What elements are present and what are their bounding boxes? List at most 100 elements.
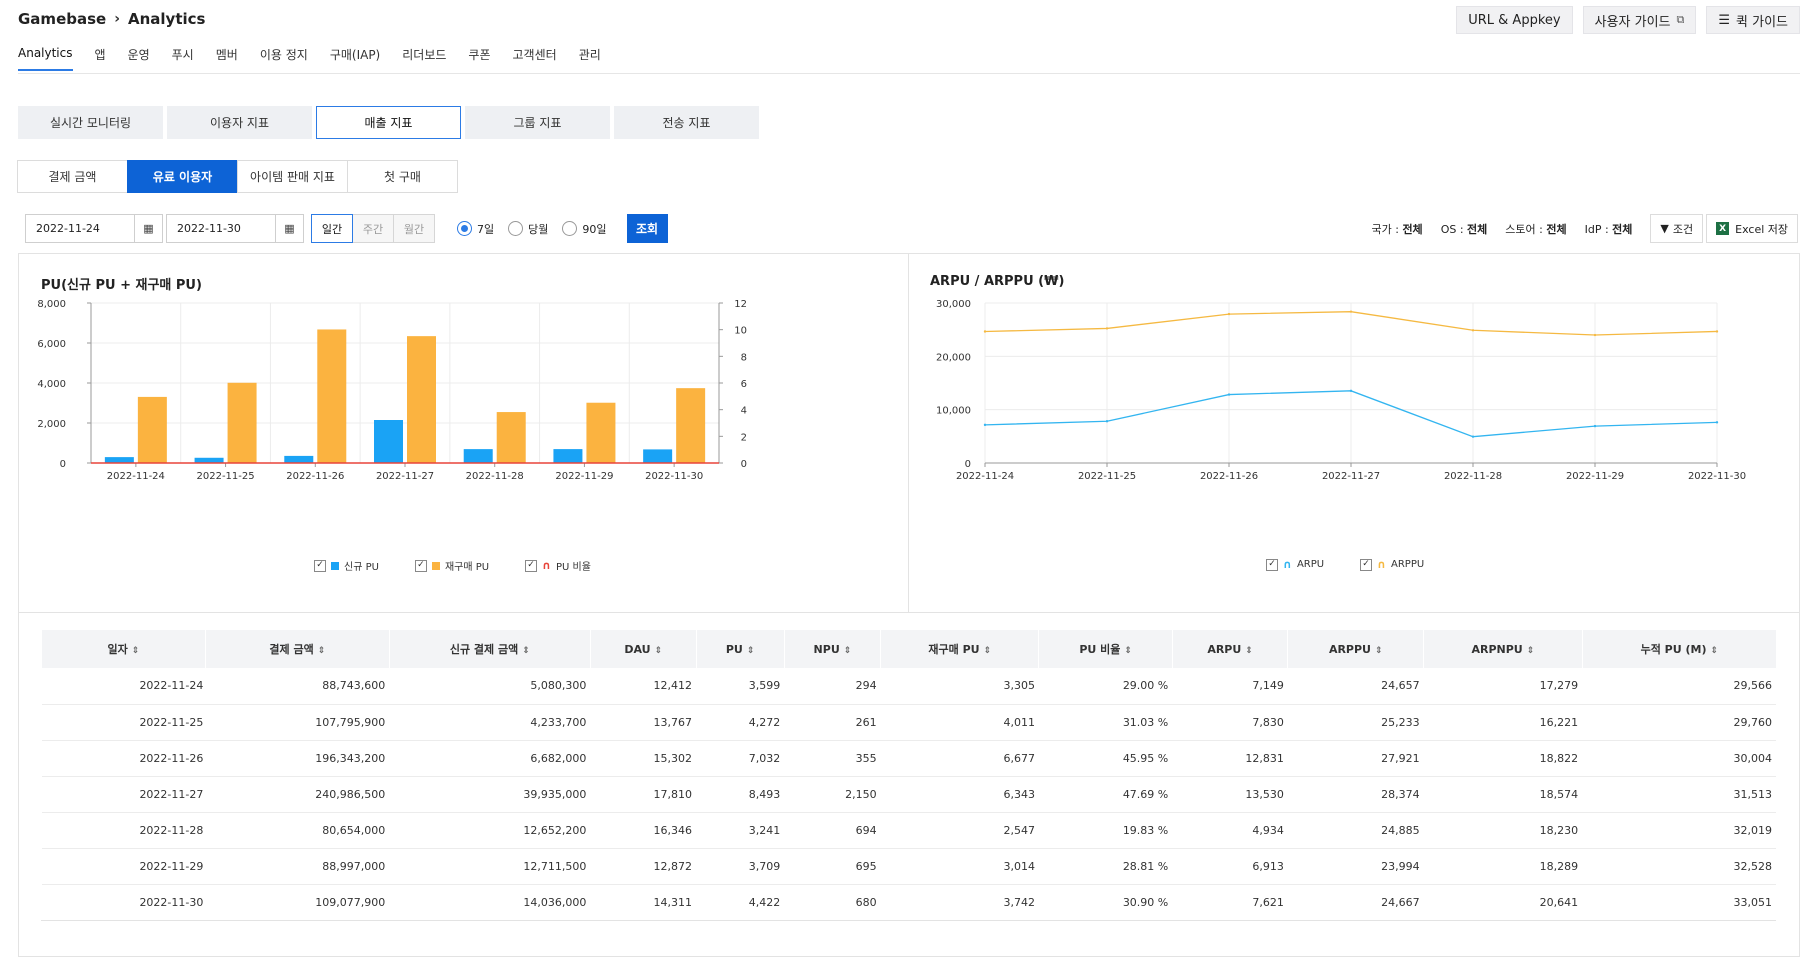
table-cell: 4,934 [1172,812,1288,849]
user-guide-button[interactable]: 사용자 가이드 ⧉ [1582,6,1697,34]
point-arpu [1105,420,1109,423]
secondary-tabs: 결제 금액 유료 이용자 아이템 판매 지표 첫 구매 [17,160,458,193]
column-header[interactable]: 결제 금액 ⇕ [204,630,390,668]
menu-iap[interactable]: 구매(IAP) [329,48,381,62]
column-header[interactable]: DAU ⇕ [589,630,697,668]
sort-icon[interactable]: ⇕ [983,646,992,656]
x-tick-label: 2022-11-26 [286,471,344,482]
table-cell: 4,272 [696,704,785,741]
table-cell: 29.00 % [1038,668,1173,705]
column-header[interactable]: ARPU ⇕ [1171,630,1288,668]
column-header[interactable]: ARPPU ⇕ [1287,630,1424,668]
quick-guide-button[interactable]: ☰ 퀵 가이드 [1706,6,1800,34]
sort-icon[interactable]: ⇕ [746,645,755,656]
tab-first-purchase[interactable]: 첫 구매 [347,160,458,193]
tab-payment-amount[interactable]: 결제 금액 [17,160,128,193]
tab-user-metrics[interactable]: 이용자 지표 [167,106,312,139]
column-header[interactable]: 일자 ⇕ [41,630,206,668]
menu-analytics[interactable]: Analytics [18,46,73,71]
sort-icon[interactable]: ⇕ [1124,646,1132,656]
sort-icon[interactable]: ⇕ [131,646,140,656]
column-header[interactable]: PU ⇕ [695,630,785,668]
end-date-field[interactable]: 2022-11-30 ▦ [166,214,304,243]
tab-realtime-monitoring[interactable]: 실시간 모니터링 [18,106,163,139]
filter-icon: ▼ [1660,222,1669,235]
menu-divider [18,73,1800,74]
sort-icon[interactable]: ⇕ [843,645,852,656]
table-row: 2022-11-24 88,743,600 5,080,300 12,412 3,599… [41,668,1776,705]
sort-icon[interactable]: ⇕ [1710,646,1719,656]
table-cell: 695 [784,848,881,885]
checkbox-checked-icon[interactable]: ✓ [525,559,538,572]
menu-leaderboard[interactable]: 리더보드 [402,48,447,62]
menu-ban[interactable]: 이용 정지 [259,48,308,62]
menu-operation[interactable]: 운영 [127,48,150,62]
tab-transfer-metrics[interactable]: 전송 지표 [614,106,759,139]
tab-paying-users[interactable]: 유료 이용자 [127,160,238,193]
checkbox-checked-icon[interactable]: ✓ [414,559,427,572]
tab-group-metrics[interactable]: 그룹 지표 [465,106,610,139]
column-header[interactable]: ARPNPU ⇕ [1423,630,1583,668]
sort-icon[interactable]: ⇕ [522,646,530,656]
column-header[interactable]: PU 비율 ⇕ [1038,630,1173,668]
checkbox-checked-icon[interactable]: ✓ [314,559,326,572]
menu-member[interactable]: 멤버 [215,48,238,62]
menu-coupon[interactable]: 쿠폰 [468,48,491,62]
url-appkey-button[interactable]: URL & Appkey [1456,6,1573,34]
idp-filter[interactable]: IdP : 전체 [1585,221,1633,237]
range-7days[interactable]: 7일 [457,221,494,237]
calendar-icon[interactable]: ▦ [275,215,303,242]
sort-icon[interactable]: ⇕ [1245,645,1253,656]
menu-management[interactable]: 관리 [578,48,601,62]
legend-new-pu[interactable]: ✓ 신규 PU [314,558,379,573]
menu-push[interactable]: 푸시 [171,48,194,62]
pu-chart-title: PU(신규 PU + 재구매 PU) [41,278,202,293]
table-cell: 30,004 [1582,740,1776,777]
os-filter[interactable]: OS : 전체 [1441,221,1488,237]
condition-button[interactable]: ▼ 조건 [1650,214,1704,243]
metrics-table: 일자 ⇕ 결제 금액 ⇕ 신규 결제 금액 ⇕ DAU ⇕ PU ⇕ NPU ⇕ 재구매 PU ⇕ PU 비… [41,630,1776,921]
legend-repurchase-pu-label: 재구매 PU [444,562,490,573]
bar-repurchase-pu [586,402,616,463]
table-cell: 24,657 [1287,668,1424,705]
period-weekly[interactable]: 주간 [352,214,394,243]
tab-item-sales[interactable]: 아이템 판매 지표 [237,160,348,193]
legend-arpu[interactable]: ✓ ∩ ARPU [1266,558,1324,571]
legend-arpu-label: ARPU [1296,559,1325,570]
sort-icon[interactable]: ⇕ [1375,645,1383,656]
menu-app[interactable]: 앱 [94,48,106,62]
range-radio-group: 7일 당월 90일 [457,221,607,237]
column-header[interactable]: NPU ⇕ [783,630,881,668]
sort-icon[interactable]: ⇕ [317,646,326,656]
radio-unchecked[interactable] [562,221,578,236]
breadcrumb-root[interactable]: Gamebase [18,10,107,28]
sort-icon[interactable]: ⇕ [1526,645,1535,656]
store-filter[interactable]: 스토어 : 전체 [1505,221,1566,237]
sort-icon[interactable]: ⇕ [654,645,663,656]
legend-repurchase-pu[interactable]: ✓ 재구매 PU [414,558,490,573]
checkbox-checked-icon[interactable]: ✓ [1266,558,1278,571]
table-cell: 7,830 [1172,704,1288,741]
column-header[interactable]: 재구매 PU ⇕ [880,630,1039,668]
range-this-month[interactable]: 당월 [508,221,548,237]
table-cell: 3,742 [880,884,1039,921]
period-monthly[interactable]: 월간 [393,214,435,243]
range-90days[interactable]: 90일 [562,221,607,237]
search-button[interactable]: 조회 [626,214,668,243]
table-cell: 19.83 % [1038,812,1173,849]
tab-sales-metrics[interactable]: 매출 지표 [316,106,461,139]
start-date-field[interactable]: 2022-11-24 ▦ [25,214,163,243]
country-filter[interactable]: 국가 : 전체 [1371,221,1422,237]
radio-checked[interactable] [457,221,472,236]
column-header[interactable]: 신규 결제 금액 ⇕ [388,630,591,668]
menu-customer-center[interactable]: 고객센터 [512,48,557,62]
period-daily[interactable]: 일간 [311,214,353,243]
checkbox-checked-icon[interactable]: ✓ [1360,558,1373,571]
excel-export-button[interactable]: X Excel 저장 [1706,214,1798,243]
legend-pu-ratio[interactable]: ✓ ∩ PU 비율 [525,558,591,573]
radio-unchecked[interactable] [508,221,524,236]
y-tick-label: 10,000 [936,406,971,417]
calendar-icon[interactable]: ▦ [134,215,162,242]
legend-arppu[interactable]: ✓ ∩ ARPPU [1360,558,1424,571]
column-header[interactable]: 누적 PU (M) ⇕ [1581,630,1776,668]
